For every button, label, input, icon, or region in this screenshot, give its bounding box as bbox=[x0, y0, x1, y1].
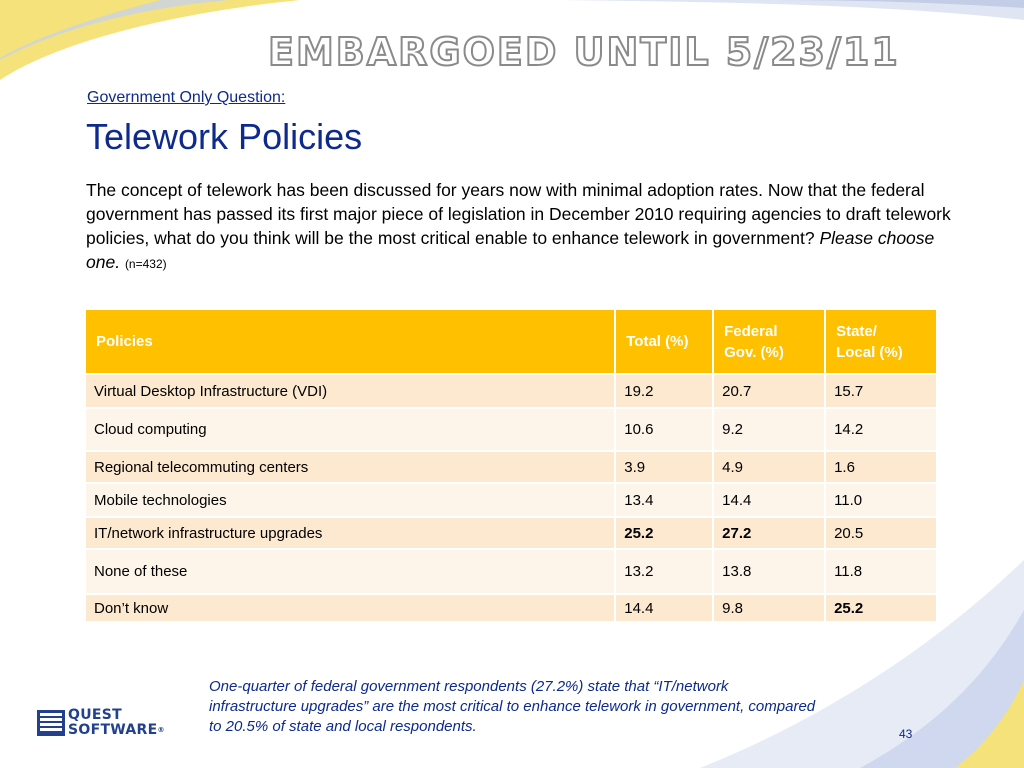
header-federal-line2: Gov. (%) bbox=[724, 343, 784, 361]
state-cell: 1.6 bbox=[825, 451, 938, 484]
question-text: The concept of telework has been discuss… bbox=[86, 180, 951, 248]
federal-cell: 9.2 bbox=[713, 408, 827, 452]
state-cell: 20.5 bbox=[825, 517, 938, 550]
survey-question: The concept of telework has been discuss… bbox=[86, 178, 956, 276]
policy-cell: IT/network infrastructure upgrades bbox=[86, 517, 617, 550]
header-federal-line1: Federal bbox=[724, 322, 778, 340]
section-subtitle: Government Only Question: bbox=[87, 89, 286, 106]
table-row: Cloud computing 10.6 9.2 14.2 bbox=[86, 408, 938, 452]
federal-cell: 9.8 bbox=[713, 594, 827, 623]
header-state-line1: State/ bbox=[836, 322, 877, 340]
federal-cell: 13.8 bbox=[713, 549, 827, 595]
total-cell: 13.2 bbox=[615, 549, 715, 595]
table-row: None of these 13.2 13.8 11.8 bbox=[86, 549, 938, 595]
state-cell: 14.2 bbox=[825, 408, 938, 452]
question-instruction: Please choose one. bbox=[86, 228, 935, 272]
page-title: Telework Policies bbox=[86, 116, 363, 157]
logo-line2: SOFTWARE bbox=[68, 722, 158, 738]
summary-caption: One-quarter of federal government respon… bbox=[209, 678, 816, 735]
header-total: Total (%) bbox=[615, 310, 715, 375]
federal-cell: 27.2 bbox=[713, 517, 827, 550]
state-cell: 15.7 bbox=[825, 374, 938, 409]
policy-cell: Virtual Desktop Infrastructure (VDI) bbox=[86, 374, 617, 409]
policy-cell: None of these bbox=[86, 549, 617, 595]
header-federal: Federal Gov. (%) bbox=[713, 310, 827, 375]
sample-size: (n=432) bbox=[124, 257, 167, 271]
embargo-stamp: EMBARGOED UNTIL 5/23/11 bbox=[267, 29, 900, 75]
policy-cell: Mobile technologies bbox=[86, 483, 617, 518]
total-cell: 19.2 bbox=[615, 374, 715, 409]
state-cell: 25.2 bbox=[825, 594, 938, 623]
total-cell: 10.6 bbox=[615, 408, 715, 452]
total-cell: 13.4 bbox=[615, 483, 715, 518]
table-row: Regional telecommuting centers 3.9 4.9 1… bbox=[86, 451, 938, 484]
table-row: Don’t know 14.4 9.8 25.2 bbox=[86, 594, 938, 623]
policy-cell: Cloud computing bbox=[86, 408, 617, 452]
header-state-local: State/ Local (%) bbox=[825, 310, 938, 375]
table-row: Mobile technologies 13.4 14.4 11.0 bbox=[86, 483, 938, 518]
table-header-row: Policies Total (%) Federal Gov. (%) Stat… bbox=[86, 310, 938, 375]
logo-line1: QUEST bbox=[68, 707, 122, 723]
total-cell: 3.9 bbox=[615, 451, 715, 484]
logo-wordmark: QUEST SOFTWARE® bbox=[68, 708, 165, 738]
quest-software-logo-icon bbox=[37, 710, 65, 736]
policy-cell: Regional telecommuting centers bbox=[86, 451, 617, 484]
table-row: IT/network infrastructure upgrades 25.2 … bbox=[86, 517, 938, 550]
federal-cell: 14.4 bbox=[713, 483, 827, 518]
state-cell: 11.0 bbox=[825, 483, 938, 518]
federal-cell: 20.7 bbox=[713, 374, 827, 409]
header-state-line2: Local (%) bbox=[836, 343, 903, 361]
policy-cell: Don’t know bbox=[86, 594, 617, 623]
total-cell: 25.2 bbox=[615, 517, 715, 550]
federal-cell: 4.9 bbox=[713, 451, 827, 484]
total-cell: 14.4 bbox=[615, 594, 715, 623]
results-table: Policies Total (%) Federal Gov. (%) Stat… bbox=[86, 310, 938, 623]
header-policies: Policies bbox=[86, 310, 617, 375]
logo-registered-mark: ® bbox=[157, 726, 165, 734]
table-row: Virtual Desktop Infrastructure (VDI) 19.… bbox=[86, 374, 938, 409]
quest-software-logo: QUEST SOFTWARE® bbox=[36, 707, 186, 739]
state-cell: 11.8 bbox=[825, 549, 938, 595]
page-number: 43 bbox=[899, 727, 913, 741]
